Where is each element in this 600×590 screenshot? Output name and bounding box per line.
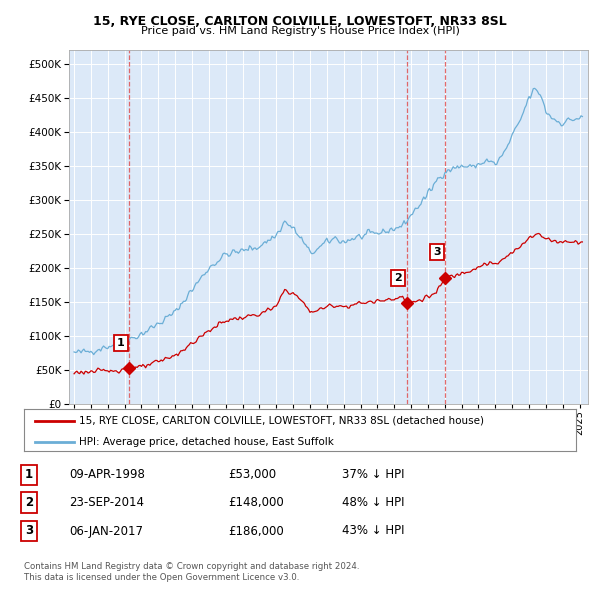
Text: 2: 2 bbox=[25, 496, 33, 509]
Text: 1: 1 bbox=[117, 337, 125, 348]
Text: HPI: Average price, detached house, East Suffolk: HPI: Average price, detached house, East… bbox=[79, 437, 334, 447]
Text: 3: 3 bbox=[433, 247, 440, 257]
Text: 1: 1 bbox=[25, 468, 33, 481]
Text: 23-SEP-2014: 23-SEP-2014 bbox=[69, 496, 144, 509]
Text: 37% ↓ HPI: 37% ↓ HPI bbox=[342, 468, 404, 481]
Text: Price paid vs. HM Land Registry's House Price Index (HPI): Price paid vs. HM Land Registry's House … bbox=[140, 26, 460, 36]
Text: £148,000: £148,000 bbox=[228, 496, 284, 509]
Text: 15, RYE CLOSE, CARLTON COLVILLE, LOWESTOFT, NR33 8SL (detached house): 15, RYE CLOSE, CARLTON COLVILLE, LOWESTO… bbox=[79, 416, 484, 426]
Text: 43% ↓ HPI: 43% ↓ HPI bbox=[342, 525, 404, 537]
Text: 2: 2 bbox=[394, 273, 402, 283]
Text: Contains HM Land Registry data © Crown copyright and database right 2024.: Contains HM Land Registry data © Crown c… bbox=[24, 562, 359, 571]
Text: 3: 3 bbox=[25, 525, 33, 537]
Text: £186,000: £186,000 bbox=[228, 525, 284, 537]
Text: 06-JAN-2017: 06-JAN-2017 bbox=[69, 525, 143, 537]
Text: 15, RYE CLOSE, CARLTON COLVILLE, LOWESTOFT, NR33 8SL: 15, RYE CLOSE, CARLTON COLVILLE, LOWESTO… bbox=[93, 15, 507, 28]
Text: £53,000: £53,000 bbox=[228, 468, 276, 481]
Text: 09-APR-1998: 09-APR-1998 bbox=[69, 468, 145, 481]
Text: 48% ↓ HPI: 48% ↓ HPI bbox=[342, 496, 404, 509]
Text: This data is licensed under the Open Government Licence v3.0.: This data is licensed under the Open Gov… bbox=[24, 573, 299, 582]
